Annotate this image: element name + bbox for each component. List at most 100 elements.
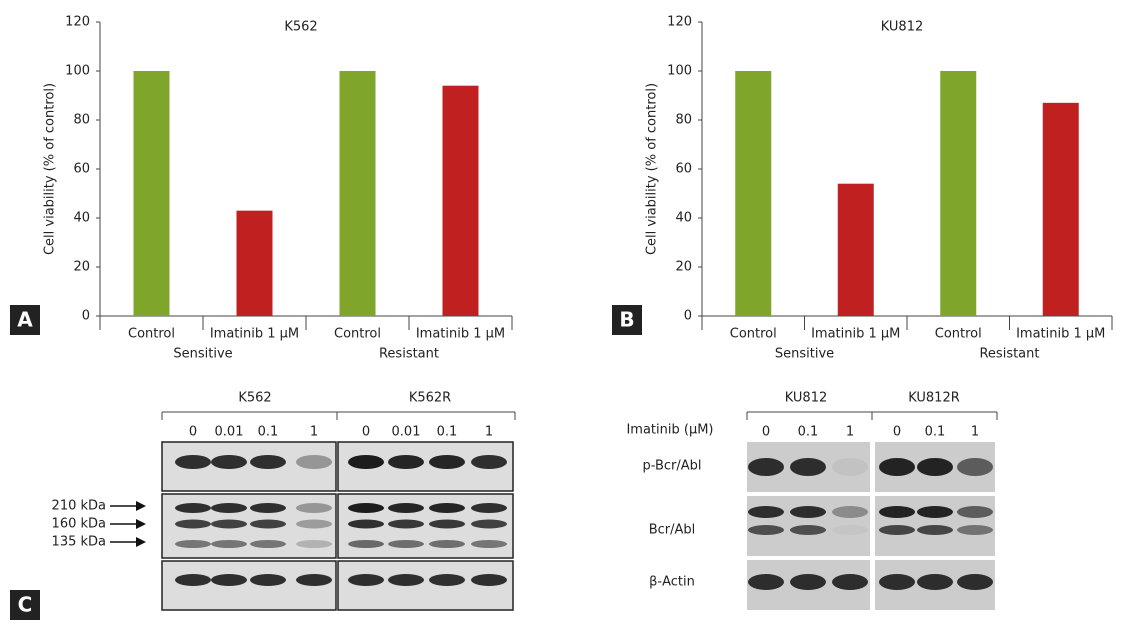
panel-label: B	[619, 308, 634, 332]
group-label: Sensitive	[173, 347, 232, 362]
panel-label: C	[18, 593, 33, 617]
lane-label: 0.1	[925, 425, 946, 440]
blot-band	[429, 519, 465, 529]
blot-band	[879, 525, 915, 535]
blot-band	[917, 525, 953, 535]
bar	[1042, 102, 1079, 316]
chart-title: K562	[284, 20, 317, 35]
blot-band	[832, 506, 868, 518]
blot-band	[429, 574, 465, 586]
marker-arrowhead	[136, 537, 146, 547]
lane-label: 0.1	[798, 425, 819, 440]
blot-band	[250, 540, 286, 548]
y-tick-label: 20	[675, 260, 692, 275]
blot-band	[175, 519, 211, 529]
x-tick-label: Imatinib 1 μM	[811, 327, 900, 342]
blot-band	[388, 574, 424, 586]
lane-label: 0	[189, 425, 197, 440]
blot-band	[250, 503, 286, 513]
blot-band	[348, 574, 384, 586]
row-label: Bcr/Abl	[649, 523, 696, 538]
blot-band	[250, 574, 286, 586]
lane-label: 0.1	[258, 425, 279, 440]
lane-label: 1	[310, 425, 318, 440]
y-tick-label: 20	[73, 260, 90, 275]
blot-band	[175, 574, 211, 586]
panel-box	[10, 590, 40, 620]
blot-frame	[161, 441, 337, 492]
lane-label: 1	[971, 425, 979, 440]
panel-box	[612, 305, 642, 335]
size-marker: 160 kDa	[52, 517, 106, 532]
y-tick-label: 40	[675, 211, 692, 226]
blot-band	[832, 574, 868, 590]
y-axis-label: Cell viability (% of control)	[43, 83, 58, 255]
blot-band	[296, 540, 332, 548]
blot-band	[348, 455, 384, 469]
blot-band	[957, 506, 993, 518]
y-tick-label: 60	[73, 162, 90, 177]
bar	[940, 71, 977, 316]
blot-band	[917, 458, 953, 476]
blot-band	[250, 519, 286, 529]
blot-band	[879, 574, 915, 590]
panel-label: A	[17, 308, 33, 332]
group-label: Sensitive	[775, 347, 834, 362]
bar	[837, 183, 874, 316]
marker-arrowhead	[136, 501, 146, 511]
blot-band	[429, 455, 465, 469]
panel-box	[10, 305, 40, 335]
blot-band	[175, 503, 211, 513]
x-tick-label: Control	[128, 327, 175, 342]
row-label: β-Actin	[649, 575, 695, 590]
blot-band	[832, 525, 868, 535]
blot-band	[348, 519, 384, 529]
y-tick-label: 40	[73, 211, 90, 226]
blot-band	[471, 574, 507, 586]
y-tick-label: 0	[684, 309, 692, 324]
blot-band	[348, 540, 384, 548]
row-label: p-Bcr/Abl	[642, 459, 701, 474]
y-tick-label: 120	[667, 15, 692, 30]
y-tick-label: 80	[73, 113, 90, 128]
bar	[339, 71, 376, 316]
bar	[236, 210, 273, 316]
chart-title: KU812	[881, 20, 924, 35]
blot-band	[790, 574, 826, 590]
y-tick-label: 120	[65, 15, 90, 30]
blot-band	[296, 519, 332, 529]
blot-band	[429, 503, 465, 513]
group-label: Resistant	[979, 347, 1039, 362]
bar	[133, 71, 170, 316]
y-axis-label: Cell viability (% of control)	[645, 83, 660, 255]
size-marker: 135 kDa	[52, 535, 106, 550]
blot-band	[917, 506, 953, 518]
y-tick-label: 100	[65, 64, 90, 79]
lane-label: 0.01	[215, 425, 244, 440]
blot-band	[748, 506, 784, 518]
blot-band	[348, 503, 384, 513]
blot-band	[471, 503, 507, 513]
blot-band	[211, 540, 247, 548]
marker-arrowhead	[136, 519, 146, 529]
cell-line-label: K562R	[409, 391, 451, 406]
y-tick-label: 0	[82, 309, 90, 324]
blot-band	[879, 458, 915, 476]
lane-label: 1	[485, 425, 493, 440]
treatment-label: Imatinib (μM)	[626, 423, 713, 438]
cell-line-label: K562	[238, 391, 271, 406]
y-tick-label: 80	[675, 113, 692, 128]
lane-label: 0	[893, 425, 901, 440]
blot-band	[832, 458, 868, 476]
x-tick-label: Control	[334, 327, 381, 342]
blot-band	[471, 540, 507, 548]
blot-band	[175, 455, 211, 469]
x-tick-label: Imatinib 1 μM	[416, 327, 505, 342]
blot-band	[296, 503, 332, 513]
blot-band	[957, 574, 993, 590]
blot-band	[790, 458, 826, 476]
size-marker: 210 kDa	[52, 499, 106, 514]
x-tick-label: Imatinib 1 μM	[210, 327, 299, 342]
blot-band	[790, 525, 826, 535]
lane-label: 0.01	[392, 425, 421, 440]
